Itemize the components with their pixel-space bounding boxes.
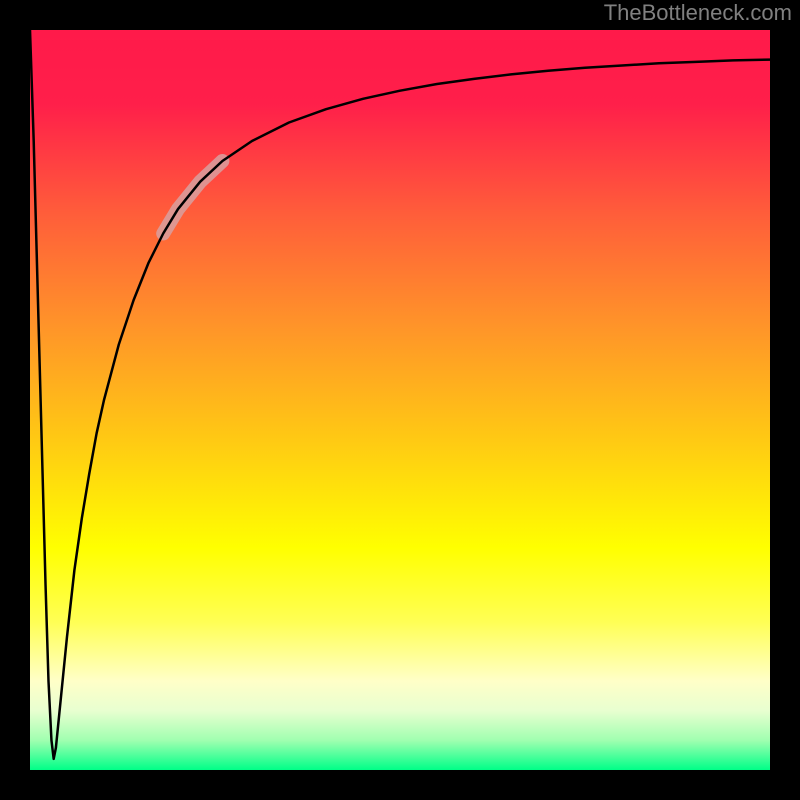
plot-background: [30, 30, 770, 770]
chart-container: TheBottleneck.com: [0, 0, 800, 800]
watermark-text: TheBottleneck.com: [604, 0, 792, 26]
bottleneck-plot: [0, 0, 800, 800]
